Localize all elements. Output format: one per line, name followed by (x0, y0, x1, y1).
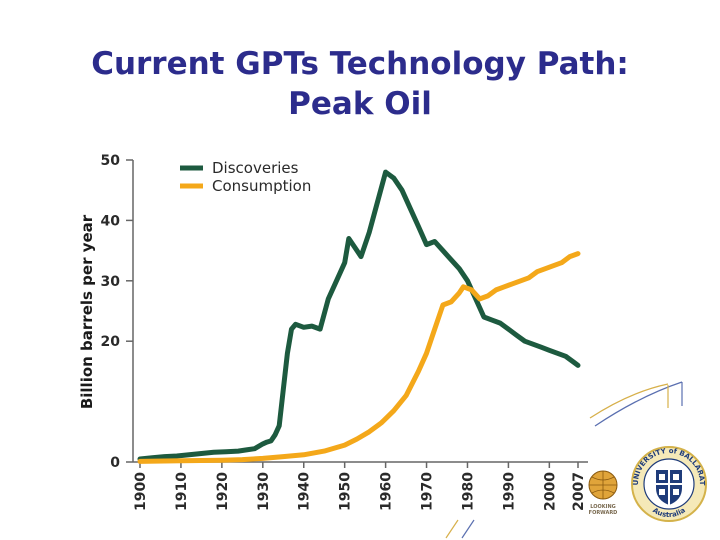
y-tick-label: 0 (110, 455, 120, 471)
slide-title-line-2: Peak Oil (288, 86, 432, 122)
x-tick-label: 1970 (420, 472, 436, 511)
legend-label-consumption: Consumption (212, 177, 311, 195)
x-tick-label: 2000 (542, 472, 558, 511)
slide-title: Current GPTs Technology Path: Peak Oil (0, 44, 720, 124)
looking-forward-logo: LOOKING FORWARD (588, 470, 618, 516)
shield-block-2 (673, 474, 679, 480)
x-tick-label: 2007 (571, 472, 587, 511)
series-line-discoveries (137, 169, 581, 462)
y-tick-label: 20 (101, 334, 121, 350)
decorative-arcs (445, 381, 683, 539)
x-tick-label: 1920 (215, 472, 231, 511)
slide-title-line-1: Current GPTs Technology Path: (91, 46, 629, 82)
series-layer (137, 169, 581, 464)
decorative-tick-4 (461, 519, 475, 539)
x-tick-label: 1930 (256, 472, 272, 511)
decorative-swoosh-2 (594, 381, 683, 427)
logo-caption-2: FORWARD (589, 510, 618, 516)
series-line-consumption (137, 251, 581, 464)
y-tick-label: 30 (101, 274, 121, 290)
logo-caption-1: LOOKING (590, 504, 616, 510)
x-tick-label: 1940 (297, 472, 313, 511)
y-tick-label: 40 (101, 213, 121, 229)
x-tick-label: 1960 (379, 472, 395, 511)
x-tick-label: 1990 (501, 472, 517, 511)
decorative-tick-3 (445, 519, 459, 539)
legend: Discoveries Consumption (180, 159, 311, 195)
y-axis-label: Billion barrels per year (78, 214, 96, 409)
y-ticks: 0 20 30 40 50 (101, 153, 133, 471)
x-tick-label: 1910 (174, 472, 190, 511)
decorative-swoosh-1 (589, 383, 669, 419)
x-tick-label: 1950 (338, 472, 354, 511)
shield-block-1 (659, 474, 665, 480)
x-ticks: 1900 1910 1920 1930 1940 1950 1960 1970 1980 1990… (133, 462, 587, 511)
y-tick-label: 50 (101, 153, 121, 169)
shield-cross (656, 470, 682, 505)
legend-label-discoveries: Discoveries (212, 159, 299, 177)
x-tick-label: 1980 (460, 472, 476, 511)
chart-axes (132, 160, 588, 463)
shield-block-3 (659, 489, 665, 495)
x-tick-label: 1900 (133, 472, 149, 511)
seal-text-bottom: Australia (651, 506, 687, 519)
globe-icon-lines (589, 471, 617, 499)
university-seal: UNIVERSITY of BALLARAT Australia (631, 446, 707, 522)
shield-block-4 (673, 489, 679, 495)
